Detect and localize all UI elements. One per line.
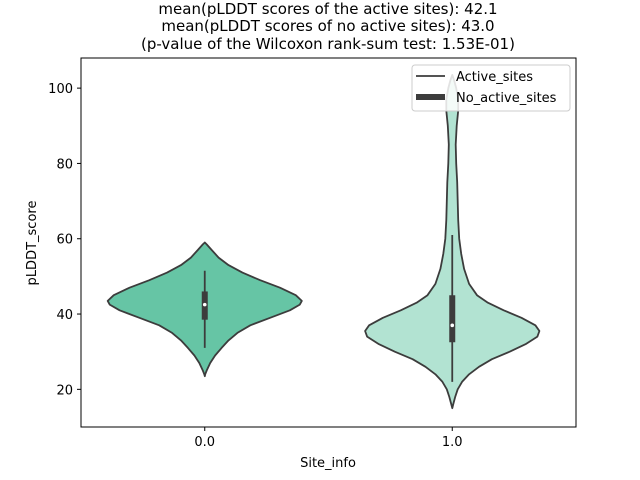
x-tick-label: 1.0	[442, 435, 463, 450]
x-tick-label: 0.0	[194, 435, 215, 450]
x-axis-label: Site_info	[300, 456, 356, 471]
plot-frame	[80, 57, 577, 428]
title-line-3: (p-value of the Wilcoxon rank-sum test: …	[141, 35, 515, 53]
legend-label-no-active-sites: No_active_sites	[456, 91, 557, 106]
y-axis-label: pLDDT_score	[25, 201, 40, 286]
chart-title: mean(pLDDT scores of the active sites): …	[141, 0, 515, 53]
y-tick-label: 100	[48, 82, 73, 97]
title-line-1: mean(pLDDT scores of the active sites): …	[158, 0, 497, 18]
y-axis: 20 40 60 80 100	[48, 82, 81, 398]
legend: Active_sites No_active_sites	[411, 64, 571, 112]
y-tick-label: 80	[56, 157, 73, 172]
y-tick-label: 60	[56, 233, 73, 248]
legend-box	[411, 64, 571, 112]
title-line-2: mean(pLDDT scores of no active sites): 4…	[161, 17, 494, 35]
y-tick-label: 20	[56, 383, 73, 398]
violin-median-0.0	[202, 302, 207, 307]
violins	[106, 74, 541, 410]
x-axis: 0.0 1.0	[194, 427, 463, 450]
y-tick-label: 40	[56, 308, 73, 323]
legend-label-active-sites: Active_sites	[456, 70, 533, 85]
violin-median-1.0	[450, 323, 455, 328]
